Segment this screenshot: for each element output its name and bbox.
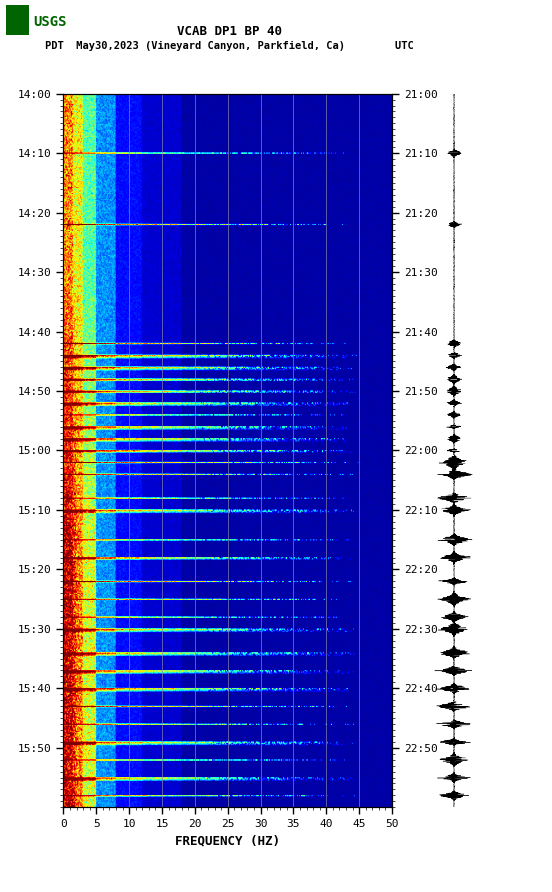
Text: USGS: USGS <box>33 15 67 29</box>
X-axis label: FREQUENCY (HZ): FREQUENCY (HZ) <box>175 835 280 847</box>
Text: PDT  May30,2023 (Vineyard Canyon, Parkfield, Ca)        UTC: PDT May30,2023 (Vineyard Canyon, Parkfie… <box>45 41 413 52</box>
Text: VCAB DP1 BP 40: VCAB DP1 BP 40 <box>177 25 282 37</box>
FancyBboxPatch shape <box>6 5 29 35</box>
